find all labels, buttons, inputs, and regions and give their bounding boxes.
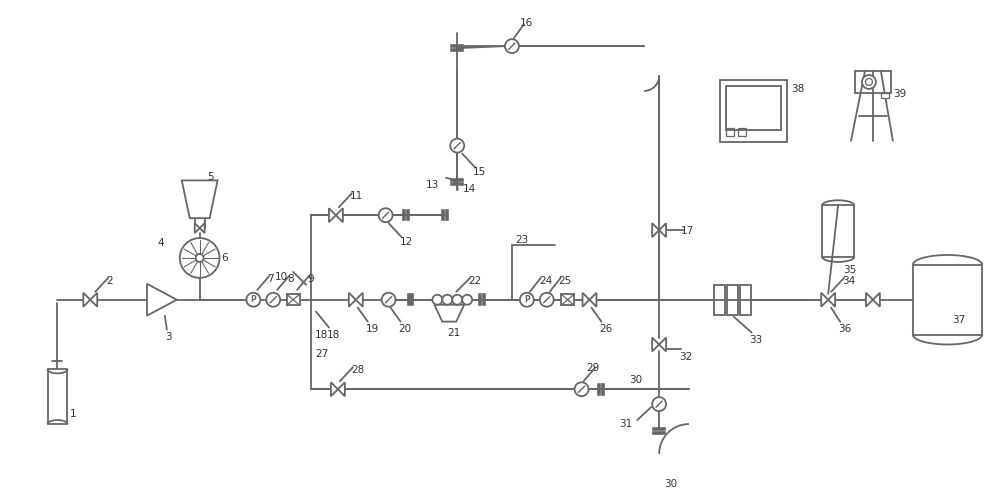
Polygon shape bbox=[828, 293, 835, 307]
Circle shape bbox=[505, 39, 519, 53]
Polygon shape bbox=[873, 293, 880, 307]
Text: 32: 32 bbox=[679, 353, 692, 363]
Text: 21: 21 bbox=[447, 327, 461, 338]
Text: 1: 1 bbox=[69, 409, 76, 419]
Polygon shape bbox=[590, 293, 596, 307]
Bar bbox=[855, 71, 891, 93]
Bar bbox=[738, 128, 746, 136]
Circle shape bbox=[196, 254, 204, 262]
Text: 9: 9 bbox=[307, 274, 314, 284]
Text: 33: 33 bbox=[750, 334, 763, 345]
Text: P: P bbox=[250, 295, 256, 304]
Text: 4: 4 bbox=[158, 238, 165, 248]
Circle shape bbox=[382, 293, 396, 307]
Bar bbox=[48, 369, 67, 424]
Circle shape bbox=[462, 295, 472, 305]
Bar bbox=[881, 93, 889, 98]
Polygon shape bbox=[659, 223, 666, 237]
Text: 20: 20 bbox=[399, 323, 412, 333]
Text: 14: 14 bbox=[463, 185, 476, 194]
Circle shape bbox=[246, 293, 260, 307]
Text: 36: 36 bbox=[838, 323, 851, 333]
Polygon shape bbox=[147, 284, 177, 316]
Polygon shape bbox=[336, 208, 343, 222]
Text: 30: 30 bbox=[664, 479, 677, 489]
Text: 3: 3 bbox=[165, 331, 171, 342]
Polygon shape bbox=[90, 293, 97, 307]
Polygon shape bbox=[652, 223, 659, 237]
Text: 34: 34 bbox=[842, 276, 855, 286]
Text: 23: 23 bbox=[515, 235, 528, 245]
Circle shape bbox=[450, 139, 464, 152]
Bar bbox=[727, 285, 738, 315]
Circle shape bbox=[520, 293, 534, 307]
Text: 31: 31 bbox=[619, 419, 633, 429]
Polygon shape bbox=[331, 382, 338, 396]
Text: 11: 11 bbox=[350, 191, 363, 201]
Text: 18: 18 bbox=[315, 329, 328, 340]
Circle shape bbox=[180, 238, 220, 278]
Polygon shape bbox=[583, 293, 590, 307]
Circle shape bbox=[266, 293, 280, 307]
Text: 13: 13 bbox=[425, 181, 439, 191]
Polygon shape bbox=[195, 223, 200, 233]
Circle shape bbox=[442, 295, 452, 305]
Bar bbox=[714, 285, 725, 315]
Polygon shape bbox=[200, 223, 205, 233]
Circle shape bbox=[862, 75, 876, 89]
Text: 12: 12 bbox=[400, 237, 413, 247]
Polygon shape bbox=[652, 338, 659, 352]
Text: 17: 17 bbox=[681, 226, 694, 236]
Polygon shape bbox=[182, 181, 218, 218]
Circle shape bbox=[379, 208, 393, 222]
Text: 37: 37 bbox=[952, 315, 966, 324]
Polygon shape bbox=[821, 293, 828, 307]
Text: 7: 7 bbox=[267, 274, 274, 284]
Bar bbox=[287, 294, 300, 305]
Bar bbox=[913, 265, 982, 334]
Circle shape bbox=[540, 293, 554, 307]
Text: 8: 8 bbox=[287, 274, 294, 284]
Circle shape bbox=[575, 382, 589, 396]
Bar bbox=[726, 86, 781, 130]
Text: 39: 39 bbox=[893, 89, 906, 99]
Text: 26: 26 bbox=[599, 323, 613, 333]
Text: 2: 2 bbox=[106, 276, 113, 286]
Polygon shape bbox=[866, 293, 873, 307]
Text: 5: 5 bbox=[208, 173, 214, 183]
Circle shape bbox=[432, 295, 442, 305]
Text: 38: 38 bbox=[791, 84, 805, 94]
Text: 18: 18 bbox=[327, 329, 340, 340]
Polygon shape bbox=[659, 338, 666, 352]
Text: 28: 28 bbox=[351, 365, 364, 375]
Text: 35: 35 bbox=[843, 265, 856, 275]
Text: 15: 15 bbox=[473, 167, 486, 178]
Polygon shape bbox=[338, 382, 345, 396]
Polygon shape bbox=[83, 293, 90, 307]
Polygon shape bbox=[329, 208, 336, 222]
Bar bbox=[720, 80, 787, 142]
Text: 29: 29 bbox=[587, 363, 600, 373]
Text: 24: 24 bbox=[539, 276, 552, 286]
Polygon shape bbox=[356, 293, 363, 307]
Circle shape bbox=[652, 397, 666, 411]
Bar bbox=[822, 205, 854, 257]
Text: 16: 16 bbox=[520, 18, 533, 28]
Text: 27: 27 bbox=[315, 350, 328, 360]
Circle shape bbox=[865, 78, 872, 86]
Text: 30: 30 bbox=[629, 375, 642, 385]
Text: 10: 10 bbox=[275, 272, 288, 282]
Bar bbox=[740, 285, 751, 315]
Text: 6: 6 bbox=[222, 253, 228, 263]
Polygon shape bbox=[349, 293, 356, 307]
Text: 25: 25 bbox=[559, 276, 572, 286]
Circle shape bbox=[452, 295, 462, 305]
Bar bbox=[561, 294, 574, 305]
Text: P: P bbox=[524, 295, 530, 304]
Text: 22: 22 bbox=[468, 276, 481, 286]
Polygon shape bbox=[434, 305, 464, 321]
Text: 19: 19 bbox=[366, 323, 379, 333]
Bar bbox=[726, 128, 734, 136]
